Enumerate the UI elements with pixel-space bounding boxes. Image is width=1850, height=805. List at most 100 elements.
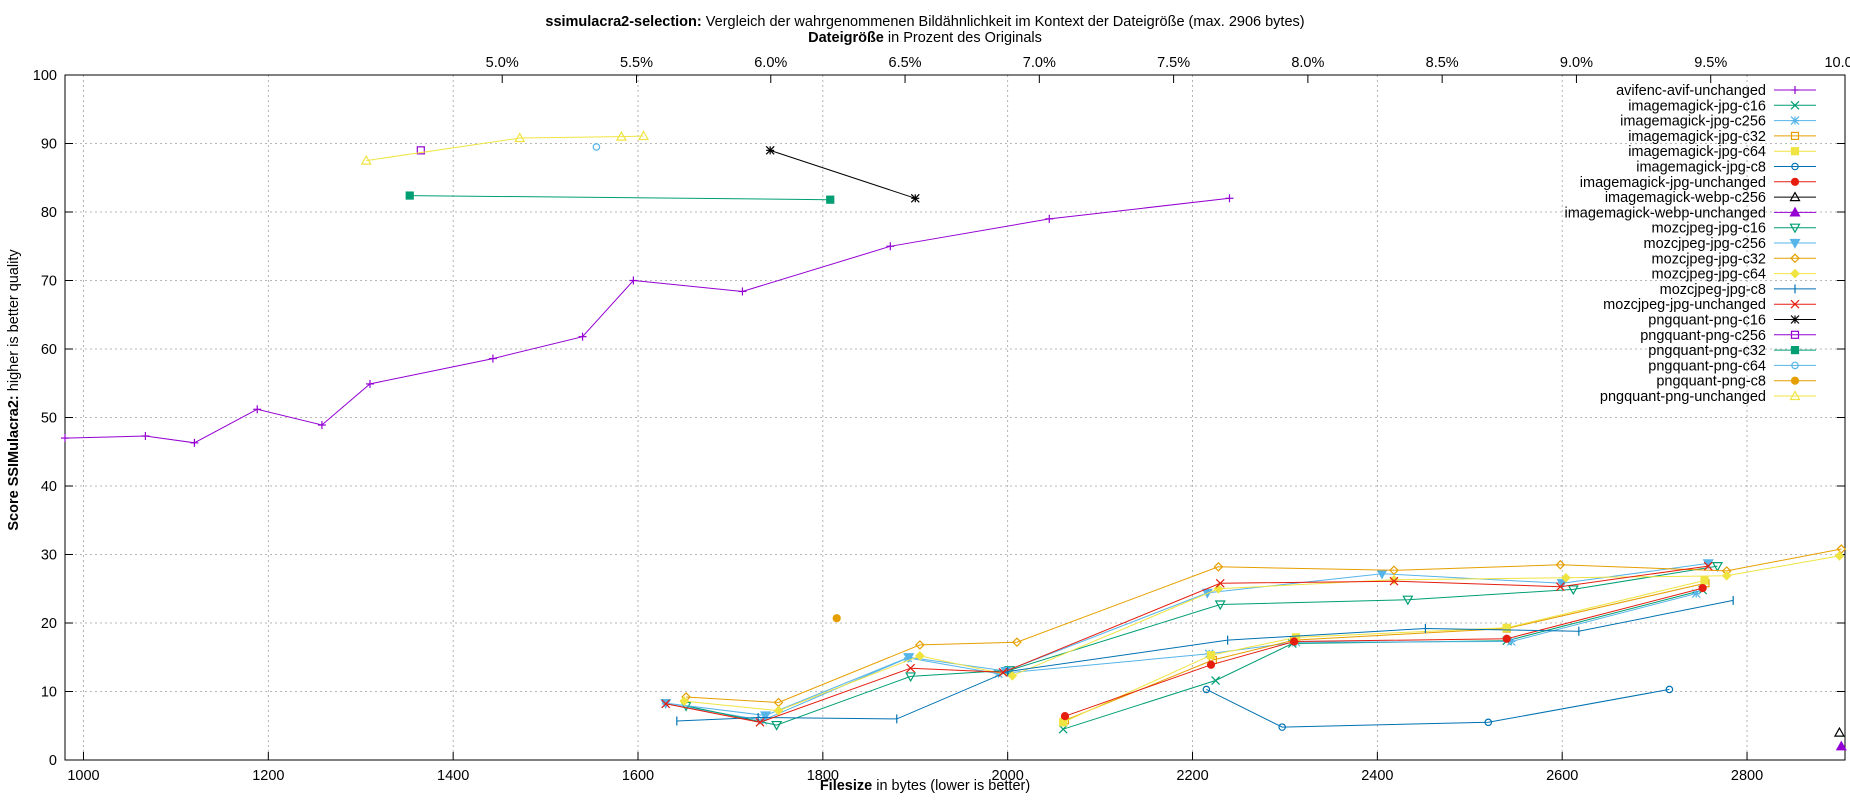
legend-marker [1790,100,1800,110]
legend-entry: mozcjpeg-jpg-c32 [1652,251,1816,267]
data-point [1721,570,1732,581]
series-imagemagick-jpg-c32 [1060,579,1710,725]
x2-tick-label: 9.5% [1694,55,1727,71]
legend-label: pngquant-png-c256 [1640,328,1766,344]
data-point [915,651,925,661]
legend-marker [1790,131,1800,140]
x2-tick-label: 7.0% [1023,55,1056,71]
data-point [578,332,587,341]
data-point [190,438,199,447]
series-mozcjpeg-jpg-c8 [676,595,1734,726]
data-point [1711,562,1723,572]
legend-marker [1789,223,1801,234]
x2-tick-label: 6.0% [754,55,787,71]
series-pngquant-png-c16 [765,145,920,203]
x-tick-label: 2000 [992,768,1024,784]
series-line [676,599,1734,722]
series-line [665,593,1697,721]
chart-title: ssimulacra2-selection: Vergleich der wah… [545,14,1304,30]
data-point [638,130,650,141]
x-axis-label-bold: Filesize [820,778,872,794]
legend-label: imagemagick-jpg-c256 [1620,114,1766,130]
legend-marker [1789,191,1801,202]
legend-label: mozcjpeg-jpg-c16 [1652,221,1766,237]
y-tick-label: 70 [41,274,57,290]
legend-marker [1789,206,1801,217]
series-line [366,135,644,162]
y-tick-label: 100 [33,68,57,84]
legend-label: mozcjpeg-jpg-c256 [1643,236,1766,252]
legend-entry: pngquant-png-c32 [1648,343,1816,359]
data-point [1213,561,1224,572]
series-mozcjpeg-jpg-unchanged [661,561,1713,727]
legend-entry: pngquant-png-unchanged [1600,389,1816,405]
series-line [665,562,1709,717]
data-point [1058,724,1068,734]
data-point [910,193,920,203]
series-imagemagick-jpg-c256 [661,589,1701,725]
data-point [1389,565,1399,576]
legend-label: imagemagick-jpg-c32 [1628,129,1766,145]
data-point [1555,582,1565,592]
y-tick-label: 10 [41,685,57,701]
legend-marker [1790,268,1800,279]
plot-frame [64,74,1846,761]
legend-marker [1790,315,1800,324]
legend-marker [1790,299,1800,309]
series-mozcjpeg-jpg-c16 [680,562,1723,731]
series-imagemagick-jpg-c64 [1059,576,1709,727]
x-tick-label: 1200 [252,768,284,784]
data-point [1290,637,1299,646]
data-point [1703,561,1713,571]
x-tick-label: 1600 [622,768,654,784]
legend-entry: mozcjpeg-jpg-c64 [1652,267,1816,283]
series-mozcjpeg-jpg-c64 [679,551,1845,716]
legend-label: mozcjpeg-jpg-c32 [1652,251,1766,267]
data-point [1665,685,1674,694]
legend-label: imagemagick-jpg-c16 [1628,98,1766,114]
legend-label: mozcjpeg-jpg-c64 [1652,267,1766,283]
legend-marker [1790,177,1800,186]
legend-marker [1791,162,1799,171]
x-tick-label: 2800 [1731,768,1763,784]
y-tick-label: 0 [49,753,57,769]
data-point [738,287,747,296]
series-imagemagick-webp-unchanged [1835,740,1847,751]
series-pngquant-png-c8 [832,614,841,623]
data-point [1060,712,1070,721]
data-point [405,191,414,200]
legend-label: imagemagick-jpg-c64 [1628,144,1766,160]
legend-marker [1790,346,1800,355]
data-point [1045,214,1054,223]
data-point [765,145,775,155]
legend-label: mozcjpeg-jpg-unchanged [1603,297,1766,313]
legend-label: pngquant-png-c64 [1648,358,1766,374]
series-line [685,565,1718,726]
data-point [679,696,690,706]
legend-marker [1790,330,1800,339]
legend-entry: mozcjpeg-jpg-c256 [1643,236,1816,252]
x-axis-label-rest: in bytes (lower is better) [872,778,1030,794]
data-point [253,405,262,414]
series-layer [61,130,1847,751]
top-axis-label-bold: Dateigröße [808,30,884,46]
legend-label: mozcjpeg-jpg-c8 [1660,282,1766,298]
legend-entry: avifenc-avif-unchanged [1616,83,1816,99]
top-axis-label-rest: in Prozent des Originals [884,30,1042,46]
legend: avifenc-avif-unchangedimagemagick-jpg-c1… [1564,83,1816,405]
legend-entry: imagemagick-jpg-c8 [1636,160,1816,176]
top-axis-label: Dateigröße in Prozent des Originals [808,30,1042,46]
y-axis-label-rest: higher is better quality [6,249,22,396]
legend-label: imagemagick-webp-unchanged [1564,205,1766,221]
legend-entry: mozcjpeg-jpg-c16 [1652,221,1816,237]
legend-entry: pngquant-png-c16 [1648,313,1816,329]
series-line [665,565,1709,723]
legend-label: pngquant-png-c16 [1648,313,1766,329]
legend-entry: imagemagick-jpg-c16 [1628,98,1816,114]
chart-title-bold: ssimulacra2-selection: [545,14,701,30]
series-line [686,548,1842,704]
data-point [514,132,526,143]
data-point [832,614,841,623]
data-point [998,667,1008,677]
